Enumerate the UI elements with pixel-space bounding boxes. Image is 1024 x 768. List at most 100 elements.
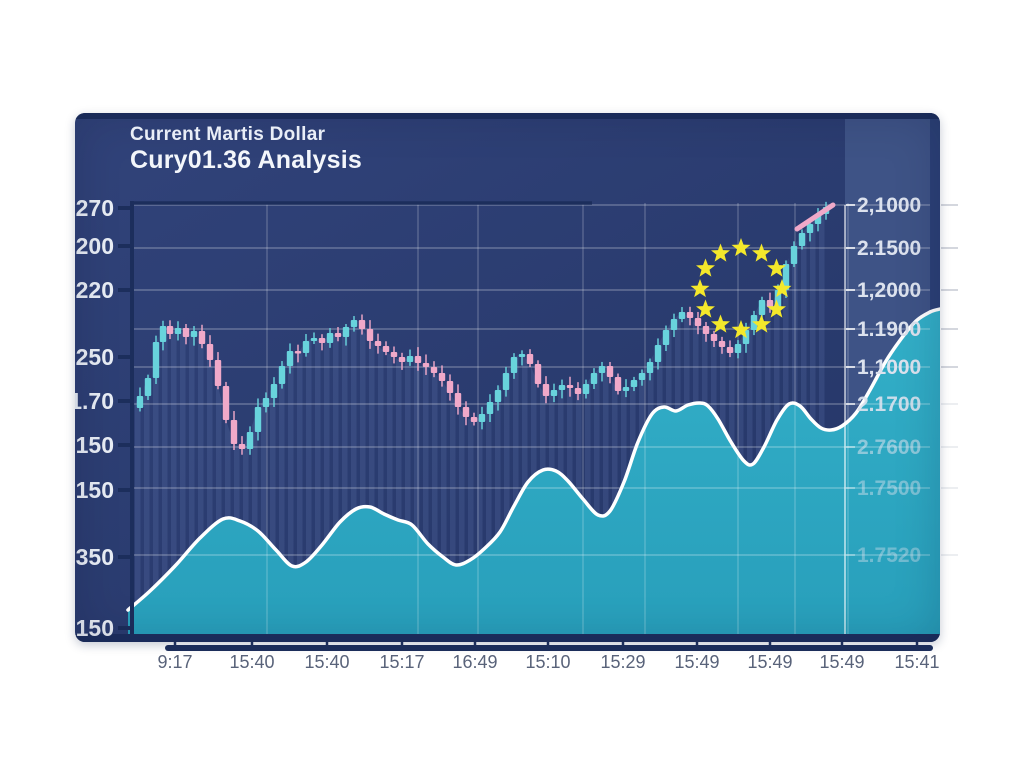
candlestick-up (406, 356, 414, 362)
candlestick-up (558, 385, 566, 390)
candlestick-up (646, 362, 654, 373)
candlestick-up (582, 384, 590, 394)
candlestick-up (486, 402, 494, 414)
candlestick-down (526, 354, 534, 364)
candlestick-up (152, 342, 160, 378)
candlestick-up (806, 224, 814, 233)
left-axis-label: ▴150 (63, 615, 114, 641)
panel-bottom-border (75, 634, 940, 642)
eu-star-icon (711, 314, 730, 333)
candlestick-up (278, 366, 286, 384)
x-axis-label: 15:41 (894, 652, 939, 672)
eu-star-icon (696, 299, 715, 318)
candlestick-up (246, 432, 254, 449)
candlestick-down (374, 341, 382, 346)
candlestick-down (718, 341, 726, 347)
chart-title-line2: Cury01.36 Analysis (130, 145, 362, 174)
eu-star-icon (767, 258, 786, 277)
candlestick-down (222, 386, 230, 420)
candlestick-down (726, 347, 734, 353)
candlestick-down (710, 334, 718, 341)
chart-title: Current Martis Dollar Cury01.36 Analysis (130, 124, 362, 175)
left-axis-label: 1.70 (69, 388, 114, 414)
candlestick-down (382, 346, 390, 352)
candlestick-up (550, 390, 558, 396)
candlestick-down (462, 407, 470, 417)
candlestick-down (238, 444, 246, 449)
left-axis-label: 150 (76, 477, 114, 503)
eu-star-icon (731, 238, 751, 257)
candlestick-down (318, 338, 326, 343)
candlestick-up (262, 398, 270, 407)
candlestick-up (590, 373, 598, 384)
candlestick-down (766, 300, 774, 307)
x-axis-label: 15:40 (229, 652, 274, 672)
candlestick-up (144, 378, 152, 396)
right-axis-label: 1.7500 (857, 477, 921, 500)
panel-top-border (75, 113, 940, 119)
candlestick-up (758, 300, 766, 315)
x-axis-label: 16:49 (452, 652, 497, 672)
candlestick-up (678, 312, 686, 319)
candlestick-down (182, 328, 190, 337)
right-axis-label: 1,2000 (857, 279, 921, 302)
x-axis-label: 15:49 (674, 652, 719, 672)
candlestick-down (542, 384, 550, 396)
candlestick-up (798, 233, 806, 246)
left-axis-label: 220 (76, 277, 114, 303)
candlestick-down (454, 393, 462, 407)
candlestick-down (606, 366, 614, 377)
candlestick-up (190, 331, 198, 337)
chart-title-line1: Current Martis Dollar (130, 124, 326, 145)
candlestick-down (430, 367, 438, 373)
x-axis-label: 9:17 (157, 652, 192, 672)
candlestick-up (734, 344, 742, 353)
candlestick-up (342, 327, 350, 337)
candlestick-up (254, 407, 262, 432)
candlestick-up (174, 328, 182, 334)
eu-star-icon (711, 243, 730, 262)
candlestick-down (422, 363, 430, 367)
x-axis-label: 15:49 (747, 652, 792, 672)
candlestick-up (518, 354, 526, 357)
candlestick-down (294, 351, 302, 354)
candlestick-up (478, 414, 486, 422)
candlestick-up (136, 396, 144, 408)
candlestick-up (302, 341, 310, 353)
eu-star-icon (752, 314, 771, 333)
candlestick-down (358, 320, 366, 329)
candlestick-down (686, 312, 694, 318)
candlestick-up (630, 380, 638, 387)
candlestick-up (790, 246, 798, 264)
candlestick-up (638, 373, 646, 380)
left-axis-label: 200 (76, 233, 114, 259)
eu-star-icon (690, 279, 710, 298)
candlestick-up (654, 345, 662, 362)
left-axis-label: 250 (76, 344, 114, 370)
candlestick-down (198, 331, 206, 344)
candlestick-up (622, 387, 630, 391)
candlestick-down (694, 318, 702, 326)
candlestick-up (159, 326, 167, 342)
candlestick-down (230, 420, 238, 444)
left-axis-label: 150 (76, 432, 114, 458)
right-axis-label: 2.1700 (857, 393, 921, 416)
candlestick-down (334, 333, 342, 337)
area-series-line (126, 307, 940, 612)
candlestick-up (326, 333, 334, 343)
candlestick-up (286, 351, 294, 366)
candlestick-down (214, 360, 222, 386)
candlestick-down (574, 388, 582, 394)
x-axis-label: 15:29 (600, 652, 645, 672)
left-axis-label: 270 (76, 195, 114, 221)
right-axis-label: 1,1000 (857, 356, 921, 379)
right-axis-label: 1.1900 (857, 318, 921, 341)
candlestick-down (446, 381, 454, 393)
eu-star-icon (696, 258, 715, 277)
candlestick-up (494, 390, 502, 402)
eu-star-icon (767, 299, 786, 318)
x-axis-label: 15:10 (525, 652, 570, 672)
candlestick-down (534, 364, 542, 384)
right-axis-label: 2.1500 (857, 237, 921, 260)
